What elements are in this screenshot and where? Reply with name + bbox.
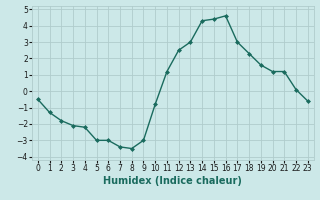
X-axis label: Humidex (Indice chaleur): Humidex (Indice chaleur)	[103, 176, 242, 186]
